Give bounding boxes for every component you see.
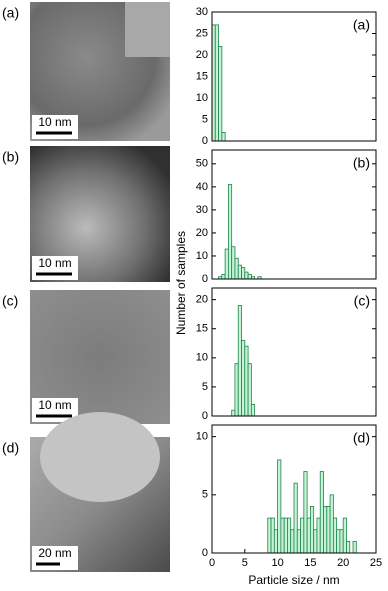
bar [283,517,288,554]
bar [290,529,295,554]
bar [224,248,229,280]
bar [267,517,272,554]
scale-label: 10 nm [38,256,71,270]
y-tick-label: 15 [196,323,208,335]
background [125,2,170,57]
bar [300,517,305,554]
y-tick-label: 20 [196,294,208,306]
y-tick-label: 10 [196,250,208,262]
background [40,412,160,502]
bar [237,264,242,280]
bar [277,459,282,554]
scale-label: 10 nm [38,398,71,412]
bar [316,517,321,554]
y-tick-label: 0 [202,410,208,422]
bar [247,363,252,417]
bar [231,409,236,417]
bar [323,506,328,554]
panel-label: (d) [353,430,370,446]
y-tick-label: 30 [196,204,208,216]
x-tick-label: 25 [370,557,382,569]
y-tick-label: 5 [202,489,208,501]
bar [218,46,223,142]
bar [221,273,226,280]
panel-label: (b) [353,155,370,171]
bar [247,273,252,280]
bar [287,517,292,554]
bar [332,517,338,554]
plot-frame [211,424,377,554]
y-tick-label: 0 [202,135,208,147]
bar [346,540,351,554]
bar [231,246,236,280]
x-tick-label: 20 [337,557,349,569]
panel-label: (a) [2,5,19,21]
y-tick-label: 20 [196,227,208,239]
panel-label: (d) [2,440,19,456]
bar [306,517,311,554]
bar [241,267,246,280]
panel-label: (c) [2,293,18,309]
bar [339,529,344,554]
y-tick-label: 10 [196,92,208,104]
bar [336,529,341,554]
x-tick-label: 5 [242,557,248,569]
y-tick-label: 30 [196,6,208,18]
y-tick-label: 10 [196,352,208,364]
bar [309,506,315,554]
x-tick-label: 10 [271,557,283,569]
scale-box [32,115,78,139]
x-tick-label: 0 [209,557,215,569]
bar [313,529,318,554]
bar [227,184,233,280]
y-tick-label: 0 [202,273,208,285]
scale-box [32,546,78,570]
bar [241,339,246,417]
bar [326,506,331,554]
panel-label: (b) [2,149,19,165]
plot-frame [211,287,377,417]
x-axis-label: Particle size / nm [248,573,339,587]
bar [352,540,357,554]
bar [319,471,324,554]
bar [303,471,308,554]
y-tick-label: 0 [202,547,208,559]
plot-frame [211,149,377,280]
bar [342,517,347,554]
bar [293,482,298,554]
scale-label: 20 nm [38,546,71,560]
y-tick-label: 5 [202,381,208,393]
bar [273,529,279,554]
bar [280,517,285,554]
y-tick-label: 5 [202,113,208,125]
y-tick-label: 25 [196,27,208,39]
bar [214,24,219,142]
bar [244,345,249,417]
y-tick-label: 20 [196,49,208,61]
scale-label: 10 nm [38,115,71,129]
y-tick-label: 15 [196,70,208,82]
bar [296,529,301,554]
y-axis-label: Number of samples [174,231,188,335]
bar [250,403,256,417]
bar [234,257,239,280]
y-tick-label: 10 [196,431,208,443]
panel-label: (a) [353,17,370,33]
bar [270,517,275,554]
scale-box [32,256,78,280]
x-tick-label: 15 [304,557,316,569]
y-tick-label: 50 [196,158,208,170]
bar [221,131,226,142]
bar [234,363,239,417]
y-tick-label: 40 [196,181,208,193]
plot-frame [211,11,377,142]
bar [237,305,242,417]
bar [329,494,334,554]
bar [244,271,249,280]
panel-label: (c) [354,293,370,309]
